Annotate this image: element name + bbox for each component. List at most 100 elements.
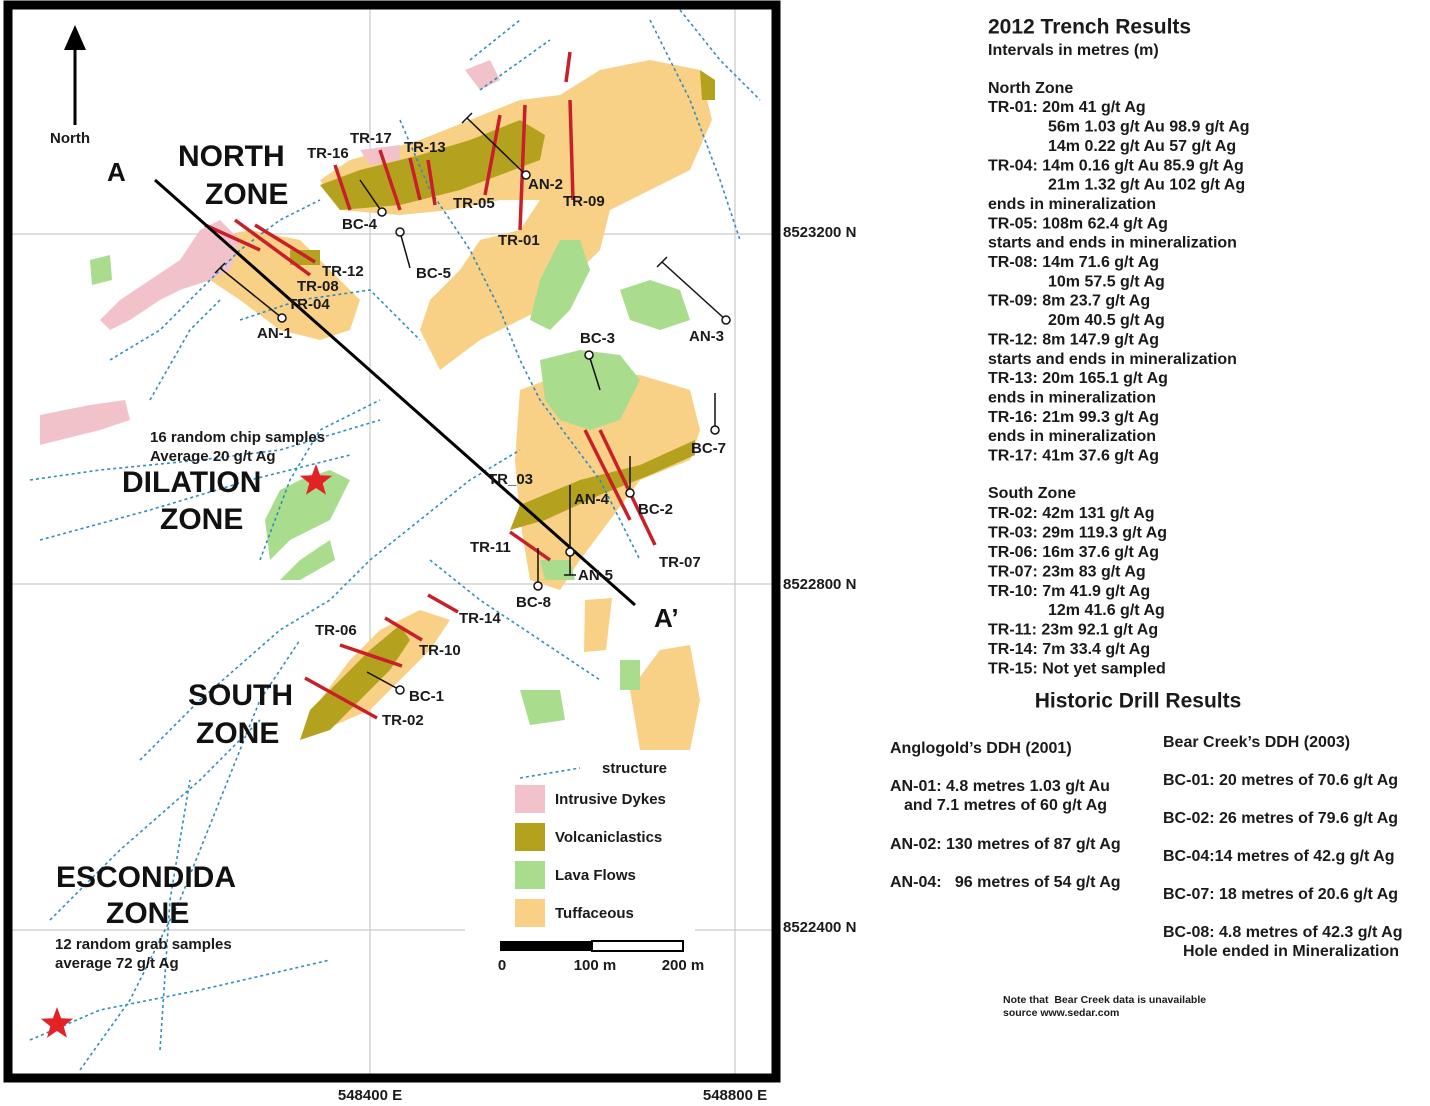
map-text: TR-12 xyxy=(322,263,364,280)
map-text: 16 random chip samples xyxy=(150,429,325,446)
trench xyxy=(508,530,552,562)
drill-hole xyxy=(533,581,543,591)
lava-flow-unit xyxy=(280,540,335,580)
trench xyxy=(518,104,527,231)
trench xyxy=(427,593,459,614)
structure-line xyxy=(49,719,261,921)
map-text: TR-14 xyxy=(459,610,501,627)
map-text: 8522400 N xyxy=(783,919,856,936)
historic-results: BC-07: 18 metres of 20.6 g/t Ag xyxy=(1163,886,1398,903)
result-line: 20m 40.5 g/t Ag xyxy=(1048,312,1165,329)
structure-line xyxy=(239,289,421,341)
result-line: TR-17: 41m 37.6 g/t Ag xyxy=(988,448,1159,465)
map-text: 0 xyxy=(498,957,506,974)
trench xyxy=(304,676,378,720)
north-arrow xyxy=(64,25,86,50)
map-text: North A A’ NORTH ZONE DILATION ZONE SOUT… xyxy=(50,130,856,1104)
historic-results: AN-02: 130 metres of 87 g/t Ag xyxy=(890,836,1121,853)
result-line: TR-04: 14m 0.16 g/t Au 85.9 g/t Ag xyxy=(988,157,1244,174)
map-text: TR-02 xyxy=(382,712,424,729)
volcaniclastic-unit xyxy=(510,440,695,530)
legend xyxy=(515,767,581,927)
map-text: Intrusive Dykes xyxy=(555,791,666,808)
result-line: TR-06: 16m 37.6 g/t Ag xyxy=(988,544,1159,561)
volcaniclastic-unit xyxy=(300,625,410,740)
drill-hole xyxy=(366,671,401,691)
historic-results: source www.sedar.com xyxy=(1003,1007,1119,1019)
legend xyxy=(515,899,545,927)
map-frame xyxy=(3,0,781,1083)
map-text: SOUTH xyxy=(188,679,293,712)
map-text: BC-2 xyxy=(638,501,673,518)
result-line: TR-03: 29m 119.3 g/t Ag xyxy=(988,525,1167,542)
section-line xyxy=(154,178,636,607)
result-line: TR-11: 23m 92.1 g/t Ag xyxy=(988,622,1158,639)
trench-results: 2012 Trench Results Intervals in metres … xyxy=(988,16,1250,678)
map-text: ZONE xyxy=(205,178,288,211)
sample-star xyxy=(299,464,333,495)
map-text: Volcaniclastics xyxy=(555,829,662,846)
result-line: TR-10: 7m 41.9 g/t Ag xyxy=(988,583,1150,600)
lava-flow-unit xyxy=(530,240,590,330)
historic-results: BC-02: 26 metres of 79.6 g/t Ag xyxy=(1163,810,1398,827)
drill-hole xyxy=(588,354,601,391)
scale-bar xyxy=(500,941,592,951)
map-text: ZONE xyxy=(160,503,243,536)
map-text: TR-09 xyxy=(563,193,605,210)
drill-hole xyxy=(710,425,720,435)
lava-flow-unit xyxy=(540,350,640,430)
lava-flow-unit xyxy=(620,660,640,690)
historic-results: Hole ended in Mineralization xyxy=(1183,943,1399,960)
trench-results: North Zone xyxy=(988,80,1073,97)
structure-line xyxy=(29,9,761,1071)
map-text: AN-3 xyxy=(689,328,724,345)
map-text: BC-4 xyxy=(342,216,378,233)
historic-results: BC-04:14 metres of 42.g g/t Ag xyxy=(1163,848,1394,865)
historic-results: AN-04: 96 metres of 54 g/t Ag xyxy=(890,874,1121,891)
lava-flow-unit xyxy=(620,280,690,330)
lava-flow-unit xyxy=(90,255,112,285)
map-text: Tuffaceous xyxy=(555,905,634,922)
volcaniclastic-unit xyxy=(290,70,715,740)
result-line: starts and ends in mineralization xyxy=(988,235,1237,252)
map-text: BC-3 xyxy=(580,330,615,347)
result-line: TR-16: 21m 99.3 g/t Ag xyxy=(988,409,1159,426)
historic-results: BC-01: 20 metres of 70.6 g/t Ag xyxy=(1163,772,1398,789)
tuffaceous-unit xyxy=(630,645,700,750)
trench-results: South Zone xyxy=(988,485,1076,502)
map-text: TR-07 xyxy=(659,554,701,571)
map-text: TR-06 xyxy=(315,622,357,639)
result-line: ends in mineralization xyxy=(988,196,1156,213)
structure-line xyxy=(149,299,221,401)
map-text: TR-08 xyxy=(297,278,339,295)
map-text: TR-04 xyxy=(288,296,330,313)
map-text: TR-13 xyxy=(404,139,446,156)
tuffaceous-unit xyxy=(320,60,712,370)
drill-hole xyxy=(721,315,731,325)
drill-hole xyxy=(277,313,287,323)
map-text: TR_03 xyxy=(488,471,533,488)
map-text: TR-16 xyxy=(307,145,349,162)
map-text: TR-05 xyxy=(453,195,495,212)
drill-hole xyxy=(214,262,226,274)
map-text: North xyxy=(50,130,90,147)
map-text: TR-10 xyxy=(419,642,461,659)
result-line: TR-13: 20m 165.1 g/t Ag xyxy=(988,370,1168,387)
drill-hole xyxy=(461,112,473,124)
intrusive-dyke-unit xyxy=(40,400,130,445)
tuffaceous-unit xyxy=(200,230,360,340)
drill-hole xyxy=(214,112,731,695)
result-line: TR-15: Not yet sampled xyxy=(988,660,1166,677)
map-text: BC-8 xyxy=(516,594,551,611)
result-line: starts and ends in mineralization xyxy=(988,351,1237,368)
scale-bar xyxy=(591,940,684,952)
drill-hole xyxy=(625,488,635,498)
result-line: 56m 1.03 g/t Au 98.9 g/t Ag xyxy=(1048,119,1250,136)
map-text: Lava Flows xyxy=(555,867,636,884)
drill-hole xyxy=(466,117,527,176)
sample-star xyxy=(40,1007,74,1038)
result-line: 10m 57.5 g/t Ag xyxy=(1048,273,1165,290)
structure-line xyxy=(429,559,601,681)
historic-results: Historic Drill Results Anglogold’s DDH (… xyxy=(890,690,1402,1019)
map-text: TR-11 xyxy=(470,539,511,556)
